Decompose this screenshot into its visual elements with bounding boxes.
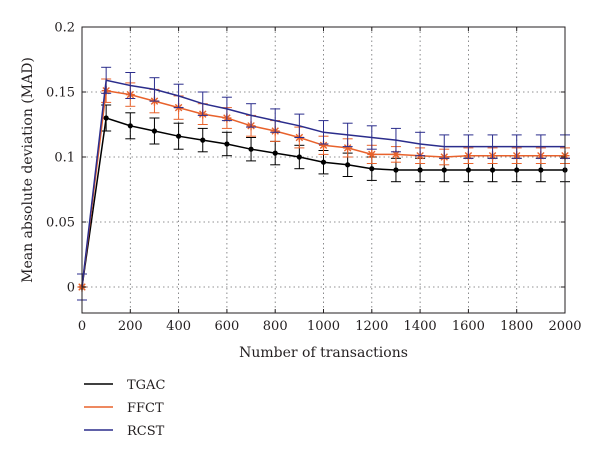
y-tick-label: 0.15 — [46, 86, 75, 101]
legend-label: TGAC — [127, 378, 165, 393]
data-point — [367, 149, 377, 159]
legend-label: FFCT — [127, 401, 164, 416]
data-point — [176, 133, 182, 139]
x-tick-label: 1200 — [355, 319, 388, 334]
star-marker-stroke — [319, 141, 328, 150]
data-point — [538, 167, 544, 173]
data-point — [345, 162, 351, 168]
y-tick-label: 0.05 — [46, 216, 75, 231]
y-tick-label: 0.1 — [54, 151, 75, 166]
data-point — [319, 140, 328, 150]
data-point — [465, 167, 471, 173]
x-tick-label: 600 — [214, 319, 239, 334]
y-axis-label: Mean absolute deviation (MAD) — [20, 57, 36, 283]
y-tick-label: 0.2 — [54, 21, 75, 36]
data-point — [320, 159, 327, 165]
data-point — [489, 167, 496, 173]
series-rcst — [77, 66, 570, 301]
star-marker-stroke — [368, 150, 376, 159]
x-tick-label: 1800 — [500, 319, 533, 334]
x-tick-label: 200 — [118, 319, 143, 334]
data-point — [441, 167, 447, 173]
data-point — [417, 167, 423, 173]
data-point — [248, 146, 254, 152]
x-tick-label: 1600 — [452, 319, 485, 334]
x-tick-label: 400 — [166, 319, 191, 334]
legend-item-rcst: RCST — [84, 424, 165, 439]
legend-item-ffct: FFCT — [84, 401, 164, 416]
star-marker-stroke — [343, 144, 352, 152]
x-tick-label: 2000 — [548, 319, 581, 334]
x-tick-label: 1400 — [404, 319, 437, 334]
ticks: 0 200 400 600 800 1000 1200 1400 1600 1800 2000 0 0.… — [46, 21, 582, 335]
data-point — [200, 137, 206, 143]
data-point — [514, 167, 520, 173]
series-layer — [77, 66, 570, 301]
x-tick-label: 800 — [263, 319, 288, 334]
x-tick-label: 1000 — [307, 319, 340, 334]
data-point — [393, 167, 399, 173]
data-point — [369, 166, 375, 172]
legend-label: RCST — [127, 424, 165, 439]
y-tick-label: 0 — [67, 281, 75, 296]
legend: TGAC FFCT RCST — [84, 378, 165, 439]
data-point — [224, 141, 230, 147]
x-tick-label: 0 — [78, 319, 86, 334]
data-point — [272, 150, 278, 156]
data-point — [103, 115, 109, 121]
series-line — [81, 79, 565, 288]
data-point — [151, 128, 158, 134]
legend-item-tgac: TGAC — [84, 378, 165, 393]
x-axis-label: Number of transactions — [239, 345, 408, 361]
data-point — [127, 123, 133, 129]
data-point — [296, 154, 302, 160]
